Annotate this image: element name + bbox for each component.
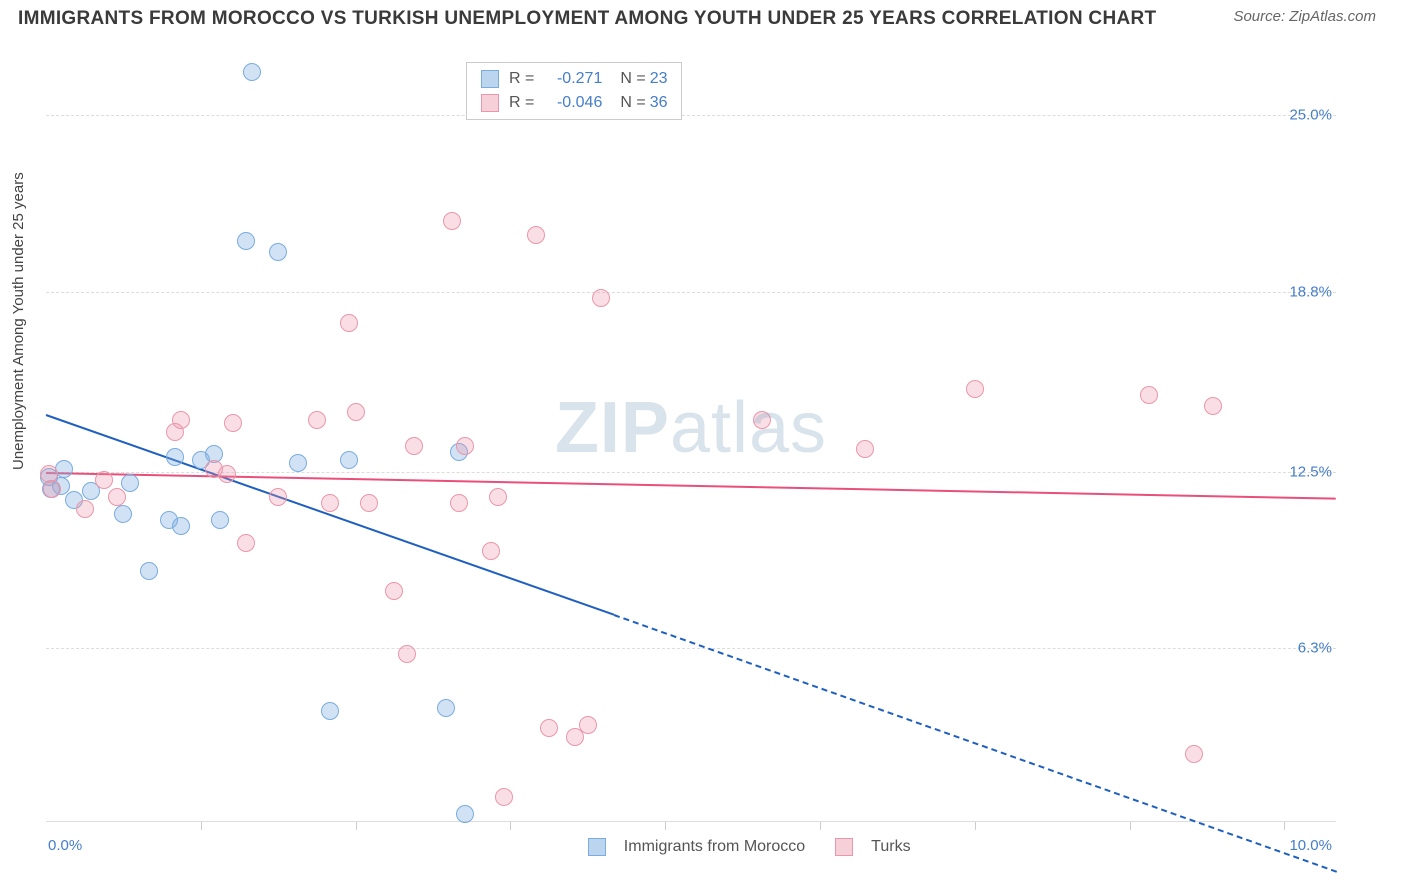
data-point xyxy=(76,500,94,518)
data-point xyxy=(340,451,358,469)
series-legend-item: Immigrants from Morocco xyxy=(588,838,805,856)
source-attribution: Source: ZipAtlas.com xyxy=(1233,8,1376,25)
data-point xyxy=(966,380,984,398)
legend-r-label: R = xyxy=(509,91,534,115)
y-axis-label: Unemployment Among Youth under 25 years xyxy=(10,172,27,470)
legend-row: R =-0.271 N = 23 xyxy=(481,67,667,91)
trend-line xyxy=(46,472,1336,500)
x-tick xyxy=(1130,822,1131,830)
data-point xyxy=(172,411,190,429)
data-point xyxy=(1185,745,1203,763)
x-tick xyxy=(975,822,976,830)
gridline xyxy=(46,472,1336,473)
x-axis xyxy=(46,821,1336,822)
y-tick-label: 18.8% xyxy=(1289,283,1332,300)
legend-r-value: -0.271 xyxy=(534,67,602,91)
data-point xyxy=(95,471,113,489)
legend-r-value: -0.046 xyxy=(534,91,602,115)
data-point xyxy=(289,454,307,472)
y-tick-label: 25.0% xyxy=(1289,107,1332,124)
x-tick xyxy=(510,822,511,830)
data-point xyxy=(579,716,597,734)
x-axis-max-label: 10.0% xyxy=(1289,837,1332,854)
x-tick xyxy=(356,822,357,830)
legend-swatch xyxy=(835,838,853,856)
data-point xyxy=(218,465,236,483)
data-point xyxy=(269,243,287,261)
trend-line xyxy=(613,614,1336,873)
data-point xyxy=(450,494,468,512)
data-point xyxy=(108,488,126,506)
legend-n-value: 23 xyxy=(650,67,668,91)
data-point xyxy=(121,474,139,492)
data-point xyxy=(340,314,358,332)
legend-n-value: 36 xyxy=(650,91,668,115)
data-point xyxy=(540,719,558,737)
x-axis-min-label: 0.0% xyxy=(48,837,82,854)
gridline xyxy=(46,115,1336,116)
data-point xyxy=(321,702,339,720)
data-point xyxy=(269,488,287,506)
data-point xyxy=(43,480,61,498)
legend-swatch xyxy=(481,70,499,88)
data-point xyxy=(592,289,610,307)
data-point xyxy=(385,582,403,600)
legend-swatch xyxy=(588,838,606,856)
legend-swatch xyxy=(481,94,499,112)
data-point xyxy=(211,511,229,529)
x-tick xyxy=(201,822,202,830)
x-tick xyxy=(665,822,666,830)
data-point xyxy=(405,437,423,455)
x-tick xyxy=(1284,822,1285,830)
data-point xyxy=(237,534,255,552)
data-point xyxy=(237,232,255,250)
data-point xyxy=(495,788,513,806)
legend-row: R =-0.046 N = 36 xyxy=(481,91,667,115)
chart-plot-area: 6.3%12.5%18.8%25.0% ZIPatlas R =-0.271N … xyxy=(46,58,1336,828)
data-point xyxy=(456,805,474,823)
data-point xyxy=(482,542,500,560)
y-tick-label: 12.5% xyxy=(1289,463,1332,480)
data-point xyxy=(243,63,261,81)
data-point xyxy=(753,411,771,429)
y-tick-label: 6.3% xyxy=(1298,640,1332,657)
correlation-legend: R =-0.271 N = 23 R =-0.046 N = 36 xyxy=(466,62,682,120)
data-point xyxy=(437,699,455,717)
data-point xyxy=(398,645,416,663)
data-point xyxy=(347,403,365,421)
data-point xyxy=(1204,397,1222,415)
series-legend-item: Turks xyxy=(835,838,910,856)
series-legend-label: Immigrants from Morocco xyxy=(624,838,805,856)
gridline xyxy=(46,292,1336,293)
gridline xyxy=(46,648,1336,649)
data-point xyxy=(527,226,545,244)
data-point xyxy=(308,411,326,429)
legend-n-label: N = xyxy=(620,91,645,115)
series-legend-label: Turks xyxy=(871,838,910,856)
legend-n-label: N = xyxy=(620,67,645,91)
data-point xyxy=(114,505,132,523)
chart-title: IMMIGRANTS FROM MOROCCO VS TURKISH UNEMP… xyxy=(18,8,1156,30)
legend-r-label: R = xyxy=(509,67,534,91)
x-tick xyxy=(820,822,821,830)
data-point xyxy=(1140,386,1158,404)
data-point xyxy=(489,488,507,506)
data-point xyxy=(321,494,339,512)
data-point xyxy=(166,448,184,466)
data-point xyxy=(856,440,874,458)
data-point xyxy=(224,414,242,432)
series-legend: Immigrants from Morocco Turks xyxy=(588,838,911,856)
data-point xyxy=(172,517,190,535)
data-point xyxy=(360,494,378,512)
data-point xyxy=(55,460,73,478)
data-point xyxy=(140,562,158,580)
data-point xyxy=(456,437,474,455)
data-point xyxy=(443,212,461,230)
